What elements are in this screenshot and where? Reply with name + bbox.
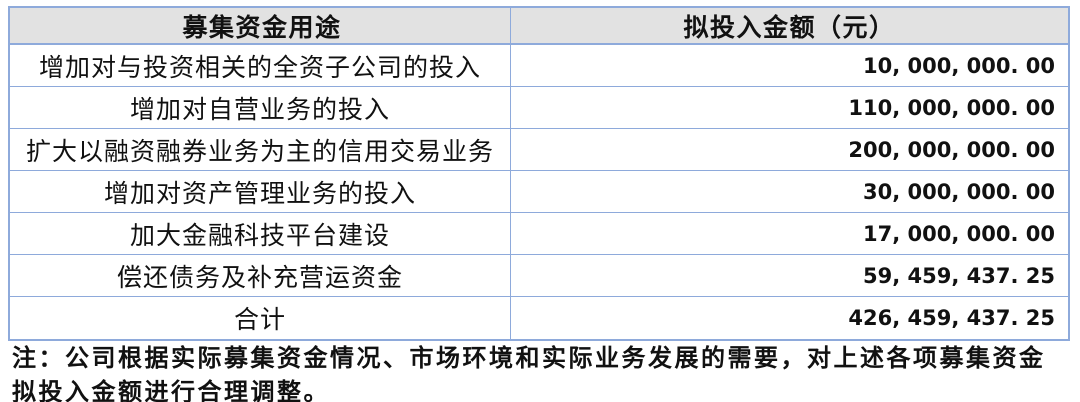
use-cell: 增加对与投资相关的全资子公司的投入 [10, 45, 511, 86]
footnote-line-2: 拟投入金额进行合理调整。 [12, 380, 330, 402]
column-header-amount: 拟投入金额（元） [683, 14, 896, 42]
amount-cell: 200, 000, 000. 00 [848, 137, 1055, 162]
use-cell: 加大金融科技平台建设 [10, 213, 511, 254]
table-row: 偿还债务及补充营运资金 59, 459, 437. 25 [10, 255, 1068, 297]
amount-cell: 59, 459, 437. 25 [863, 263, 1055, 288]
table-row: 增加对自营业务的投入 110, 000, 000. 00 [10, 87, 1068, 129]
footnote-line-1: 注：公司根据实际募集资金情况、市场环境和实际业务发展的需要，对上述各项募集资金 [12, 346, 1046, 372]
amount-cell: 110, 000, 000. 00 [848, 95, 1055, 120]
table-header-row: 募集资金用途 拟投入金额（元） [10, 8, 1068, 45]
table-row: 增加对资产管理业务的投入 30, 000, 000. 00 [10, 171, 1068, 213]
use-cell: 增加对资产管理业务的投入 [10, 171, 511, 212]
total-row: 合计 426, 459, 437. 25 [10, 297, 1068, 339]
total-amount-cell: 426, 459, 437. 25 [848, 306, 1055, 330]
table-row: 增加对与投资相关的全资子公司的投入 10, 000, 000. 00 [10, 45, 1068, 87]
fund-use-table: 募集资金用途 拟投入金额（元） 增加对与投资相关的全资子公司的投入 10, 00… [8, 6, 1070, 341]
table-row: 加大金融科技平台建设 17, 000, 000. 00 [10, 213, 1068, 255]
total-label-cell: 合计 [10, 297, 511, 339]
column-header-use: 募集资金用途 [10, 8, 511, 43]
footnote: 注：公司根据实际募集资金情况、市场环境和实际业务发展的需要，对上述各项募集资金 … [12, 342, 1074, 402]
table-row: 扩大以融资融券业务为主的信用交易业务 200, 000, 000. 00 [10, 129, 1068, 171]
use-cell: 增加对自营业务的投入 [10, 87, 511, 128]
use-cell: 偿还债务及补充营运资金 [10, 255, 511, 296]
amount-cell: 10, 000, 000. 00 [863, 53, 1055, 78]
use-cell: 扩大以融资融券业务为主的信用交易业务 [10, 129, 511, 170]
amount-cell: 17, 000, 000. 00 [863, 221, 1055, 246]
amount-cell: 30, 000, 000. 00 [863, 179, 1055, 204]
